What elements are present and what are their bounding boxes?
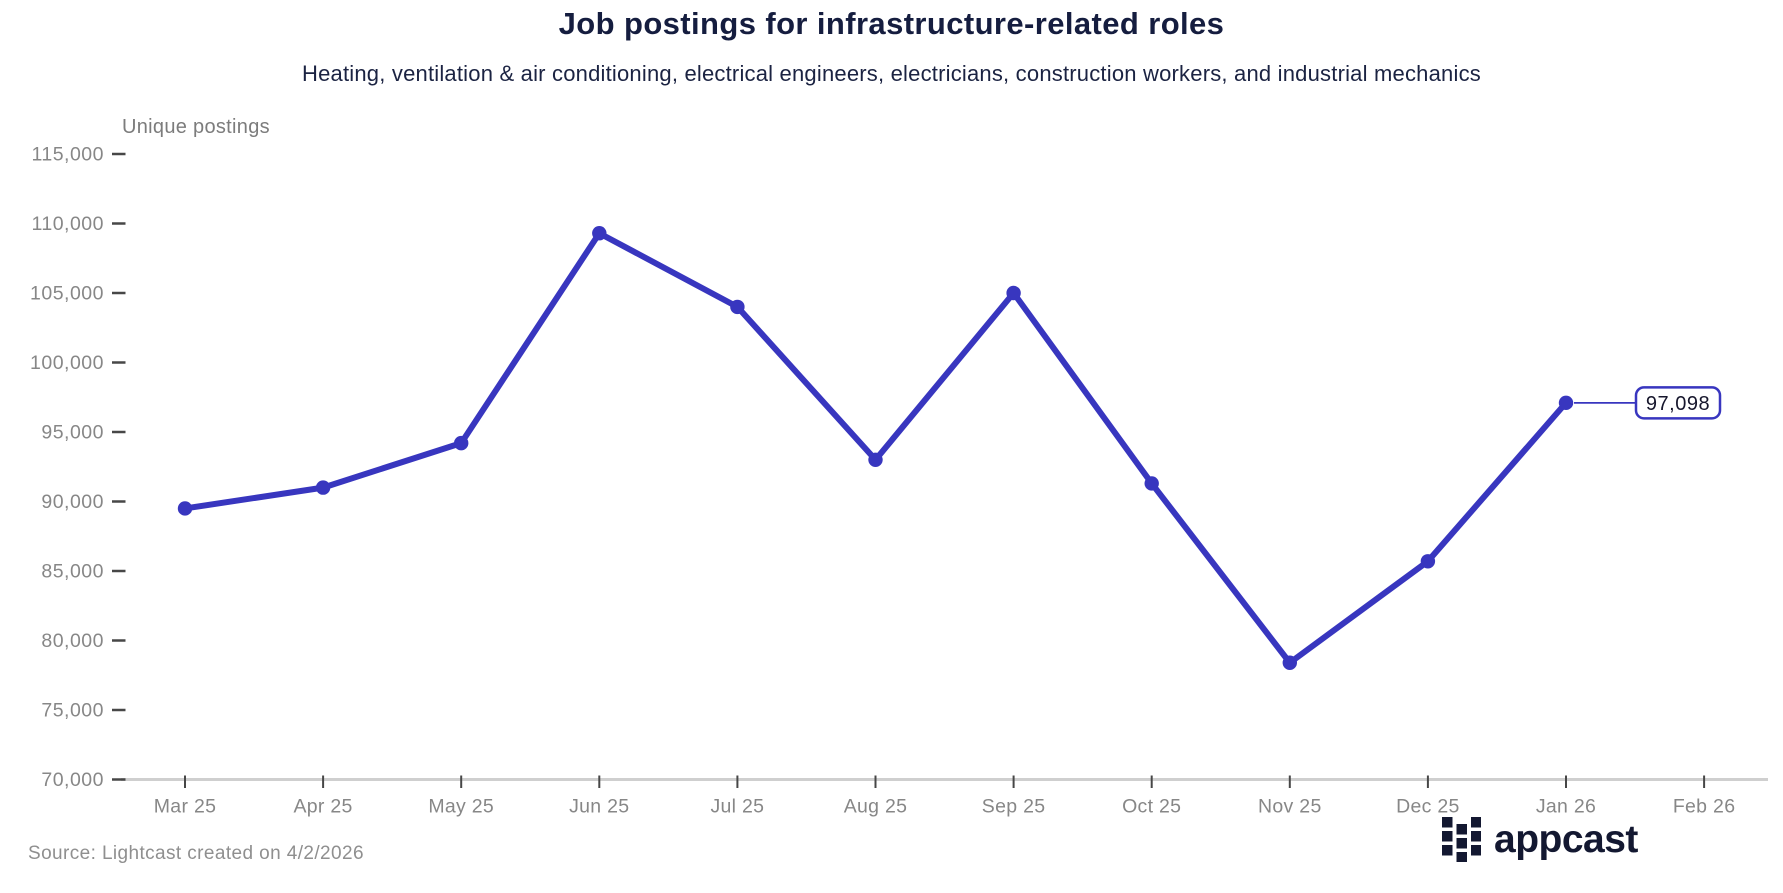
y-axis-title: Unique postings bbox=[122, 116, 270, 138]
data-point[interactable] bbox=[1144, 476, 1159, 491]
x-tick-label: Nov 25 bbox=[1258, 796, 1322, 818]
data-point[interactable] bbox=[1282, 655, 1298, 670]
appcast-logo-text: appcast bbox=[1494, 817, 1638, 861]
y-tick-label: 75,000 bbox=[41, 700, 104, 722]
x-tick-label: Jul 25 bbox=[710, 796, 764, 818]
end-value-box bbox=[1634, 386, 1722, 420]
logo-square bbox=[1471, 817, 1481, 828]
x-tick-label: Jan 26 bbox=[1536, 796, 1596, 818]
y-tick-label: 90,000 bbox=[41, 491, 104, 513]
y-tick-label: 105,000 bbox=[30, 283, 104, 305]
page-subtitle: Heating, ventilation & air conditioning,… bbox=[302, 61, 1481, 86]
y-tick-label: 100,000 bbox=[30, 352, 104, 374]
y-tick-label: 70,000 bbox=[41, 769, 104, 791]
page-title: Job postings for infrastructure-related … bbox=[558, 6, 1225, 41]
y-tick-label: 110,000 bbox=[31, 213, 104, 235]
data-point[interactable] bbox=[730, 299, 745, 315]
logo-square bbox=[1442, 817, 1453, 828]
end-value-label: 97,098 bbox=[1646, 393, 1710, 415]
x-tick-label: Oct 25 bbox=[1122, 796, 1181, 818]
data-point[interactable] bbox=[1558, 395, 1574, 411]
data-point[interactable] bbox=[592, 226, 607, 241]
appcast-logo: appcast bbox=[1442, 816, 1638, 862]
logo-square bbox=[1471, 845, 1481, 856]
logo-square bbox=[1442, 831, 1453, 842]
logo-square bbox=[1456, 824, 1467, 835]
x-tick-label: Sep 25 bbox=[982, 796, 1046, 818]
logo-square bbox=[1456, 838, 1467, 849]
data-point[interactable] bbox=[1420, 554, 1436, 569]
x-tick-label: Mar 25 bbox=[154, 796, 217, 818]
logo-square bbox=[1456, 852, 1467, 862]
logo-square bbox=[1471, 831, 1481, 842]
x-tick-label: Jun 25 bbox=[569, 796, 629, 818]
y-tick-label: 115,000 bbox=[31, 144, 104, 166]
appcast-logo-icon bbox=[1442, 817, 1481, 862]
data-point[interactable] bbox=[454, 435, 469, 451]
y-tick-label: 95,000 bbox=[41, 422, 104, 444]
data-point[interactable] bbox=[1006, 285, 1021, 301]
x-tick-label: Feb 26 bbox=[1673, 796, 1736, 818]
data-point[interactable] bbox=[868, 452, 883, 467]
logo-square bbox=[1442, 845, 1453, 856]
series-line bbox=[182, 230, 1569, 666]
source-note: Source: Lightcast created on 4/2/2026 bbox=[28, 843, 364, 864]
x-tick-label: Dec 25 bbox=[1396, 796, 1460, 818]
y-tick-label: 85,000 bbox=[41, 561, 104, 583]
data-point[interactable] bbox=[177, 501, 193, 516]
x-tick-label: Apr 25 bbox=[293, 796, 352, 818]
x-tick-label: May 25 bbox=[428, 796, 494, 818]
y-tick-label: 80,000 bbox=[41, 630, 104, 652]
data-point[interactable] bbox=[315, 480, 331, 495]
x-tick-label: Aug 25 bbox=[844, 796, 908, 818]
